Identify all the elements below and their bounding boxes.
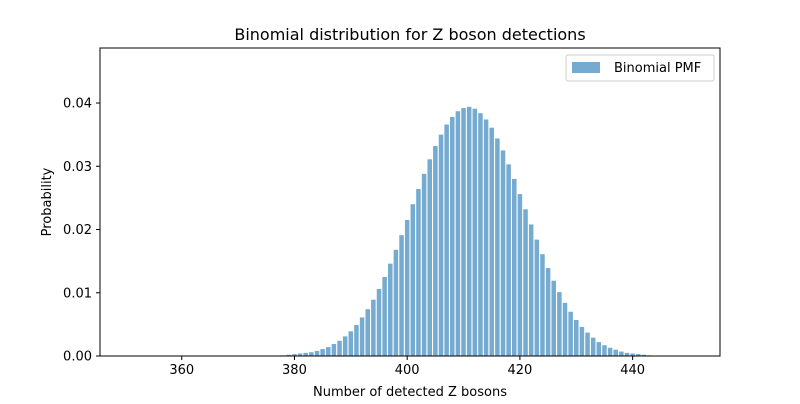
y-axis-ticks: 0.00 0.01 0.02 0.03 0.04 [63,97,100,365]
bar [512,178,517,356]
bar [326,347,331,356]
x-tick-label: 380 [282,363,307,378]
bar [568,311,573,356]
bar [371,299,376,356]
y-tick-label: 0.00 [63,350,92,365]
bar [517,194,523,356]
y-axis-label: Probability [40,167,55,236]
bar [607,347,613,356]
bar [574,319,579,356]
bar [438,134,444,356]
bar [314,350,320,356]
x-tick-label: 360 [169,363,194,378]
bar [624,352,630,356]
y-tick-label: 0.03 [63,160,92,175]
bar [466,106,472,356]
bar [376,288,382,356]
bar [472,108,478,357]
x-axis-label: Number of detected Z bosons [313,385,507,400]
bar [433,146,438,356]
bar [427,159,432,356]
bar [303,352,308,356]
bar [461,108,466,356]
bar [399,235,404,356]
bar [292,354,297,356]
y-tick-label: 0.02 [63,223,92,238]
bar [404,220,410,356]
bar [331,343,337,356]
bar [528,224,534,356]
legend-label: Binomial PMF [614,61,701,76]
bar [641,354,647,356]
bar [596,342,602,356]
bar [545,268,551,356]
bar [478,113,483,356]
bar [297,353,303,356]
bar [636,354,641,356]
bar [320,349,325,356]
bar [421,173,427,356]
y-tick-label: 0.01 [63,286,92,301]
bar [342,336,348,356]
bar [354,325,359,356]
plot-area-frame [99,47,721,357]
chart-title: Binomial distribution for Z boson detect… [234,25,585,44]
bar [393,249,399,356]
bar [630,353,635,356]
x-tick-label: 400 [395,363,420,378]
bar [602,345,607,356]
bar [562,302,568,356]
bar [365,309,370,356]
bar [613,349,618,356]
bar [286,354,292,356]
x-tick-label: 420 [507,363,532,378]
bar [450,116,455,356]
legend-swatch [572,62,600,73]
bar [348,331,354,356]
bar [551,280,556,356]
legend-box [565,54,715,82]
bar [410,204,416,356]
bars-group [280,106,652,357]
bar [500,150,506,356]
bar [309,352,314,356]
legend: Binomial PMF [565,54,715,82]
bar [619,351,624,356]
y-tick-label: 0.04 [63,97,92,112]
bar [523,209,528,356]
bar [506,164,511,356]
bar [455,111,461,357]
x-axis-ticks: 360 380 400 420 440 [169,356,645,378]
bar [483,119,489,356]
bar [557,292,562,356]
bar [585,332,590,356]
bar [416,189,421,356]
bar [590,337,596,356]
bar [359,317,365,356]
bar [579,326,585,356]
bar [337,340,342,356]
bar [495,138,500,356]
bar [540,254,545,356]
bar [489,127,494,356]
bar [534,239,540,356]
bar [382,276,387,356]
bar [388,263,393,356]
x-tick-label: 440 [620,363,645,378]
bar [444,124,449,356]
